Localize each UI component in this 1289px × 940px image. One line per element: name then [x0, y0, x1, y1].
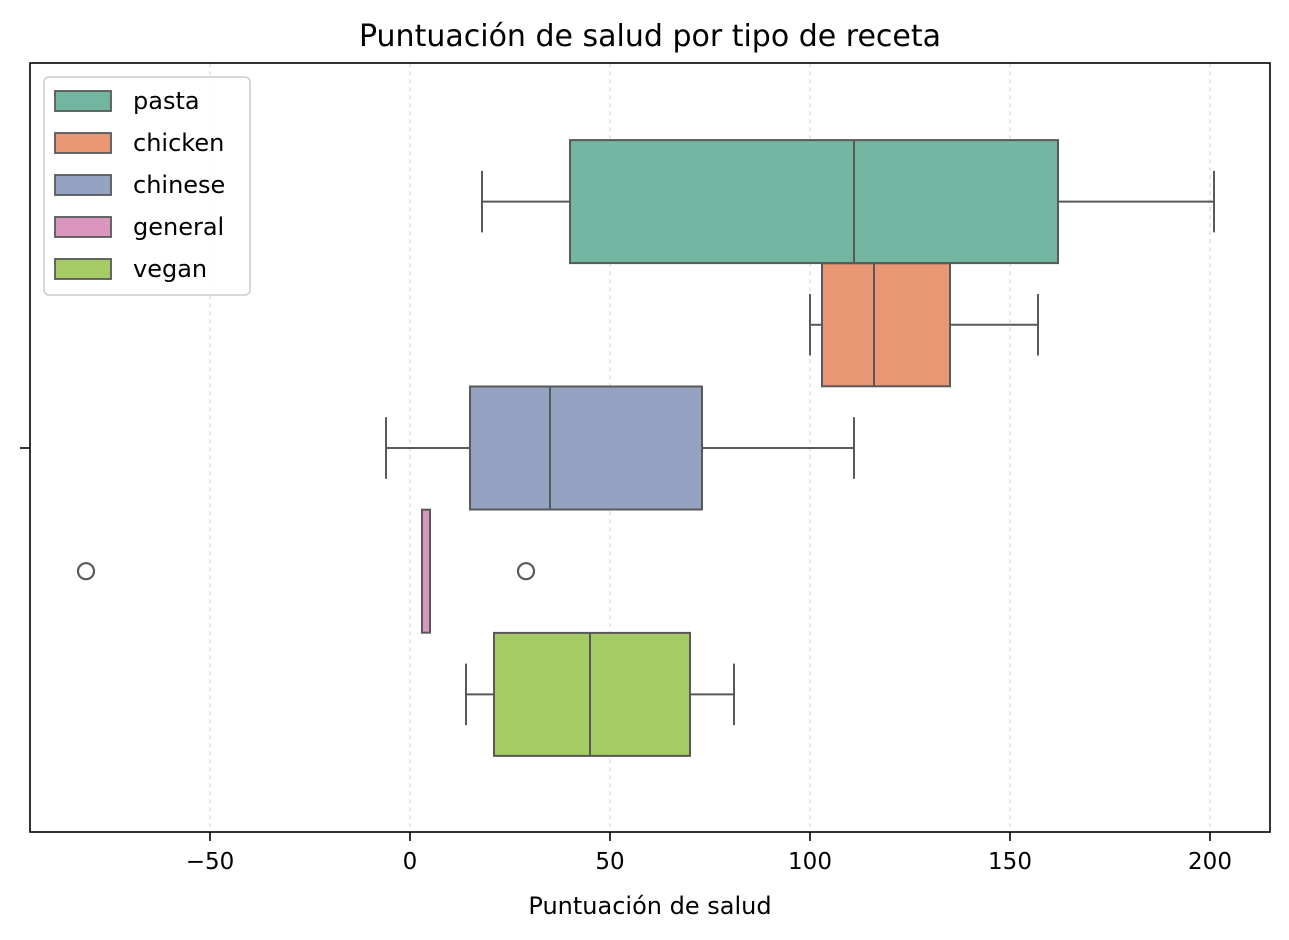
x-tick-label: 200 — [1188, 849, 1232, 875]
x-tick-label: 50 — [595, 849, 624, 875]
legend-frame — [43, 76, 251, 296]
legend-swatch-chinese — [54, 174, 112, 196]
x-tick-label: 150 — [988, 849, 1032, 875]
legend-label-pasta: pasta — [133, 87, 200, 115]
legend-swatch-pasta — [54, 90, 112, 112]
box-vegan — [465, 631, 735, 757]
iqr-box — [421, 508, 431, 634]
outlier-point — [76, 562, 96, 581]
legend-label-chinese: chinese — [133, 171, 225, 199]
legend-label-general: general — [133, 213, 224, 241]
box-plots — [76, 139, 1215, 757]
box-chicken — [809, 262, 1039, 388]
legend-swatch-chicken — [54, 132, 112, 154]
iqr-box — [469, 385, 703, 511]
iqr-box — [569, 139, 1059, 265]
box-pasta — [481, 139, 1215, 265]
x-tick-label: 100 — [788, 849, 832, 875]
iqr-box — [493, 631, 691, 757]
outlier-point — [516, 562, 536, 581]
legend: pasta chicken chinese general vegan — [43, 76, 251, 296]
legend-swatch-general — [54, 216, 112, 238]
x-tick-label: −50 — [186, 849, 235, 875]
chart-title: Puntuación de salud por tipo de receta — [359, 19, 941, 54]
x-axis-ticks: −50 0 50 100 150 200 — [186, 832, 1232, 875]
box-general — [76, 508, 536, 634]
legend-label-chicken: chicken — [133, 129, 224, 157]
x-tick-label: 0 — [403, 849, 418, 875]
box-chinese — [385, 385, 855, 511]
legend-label-vegan: vegan — [133, 255, 207, 283]
legend-swatch-vegan — [54, 258, 112, 280]
x-axis-label: Puntuación de salud — [528, 892, 771, 920]
iqr-box — [821, 262, 951, 388]
